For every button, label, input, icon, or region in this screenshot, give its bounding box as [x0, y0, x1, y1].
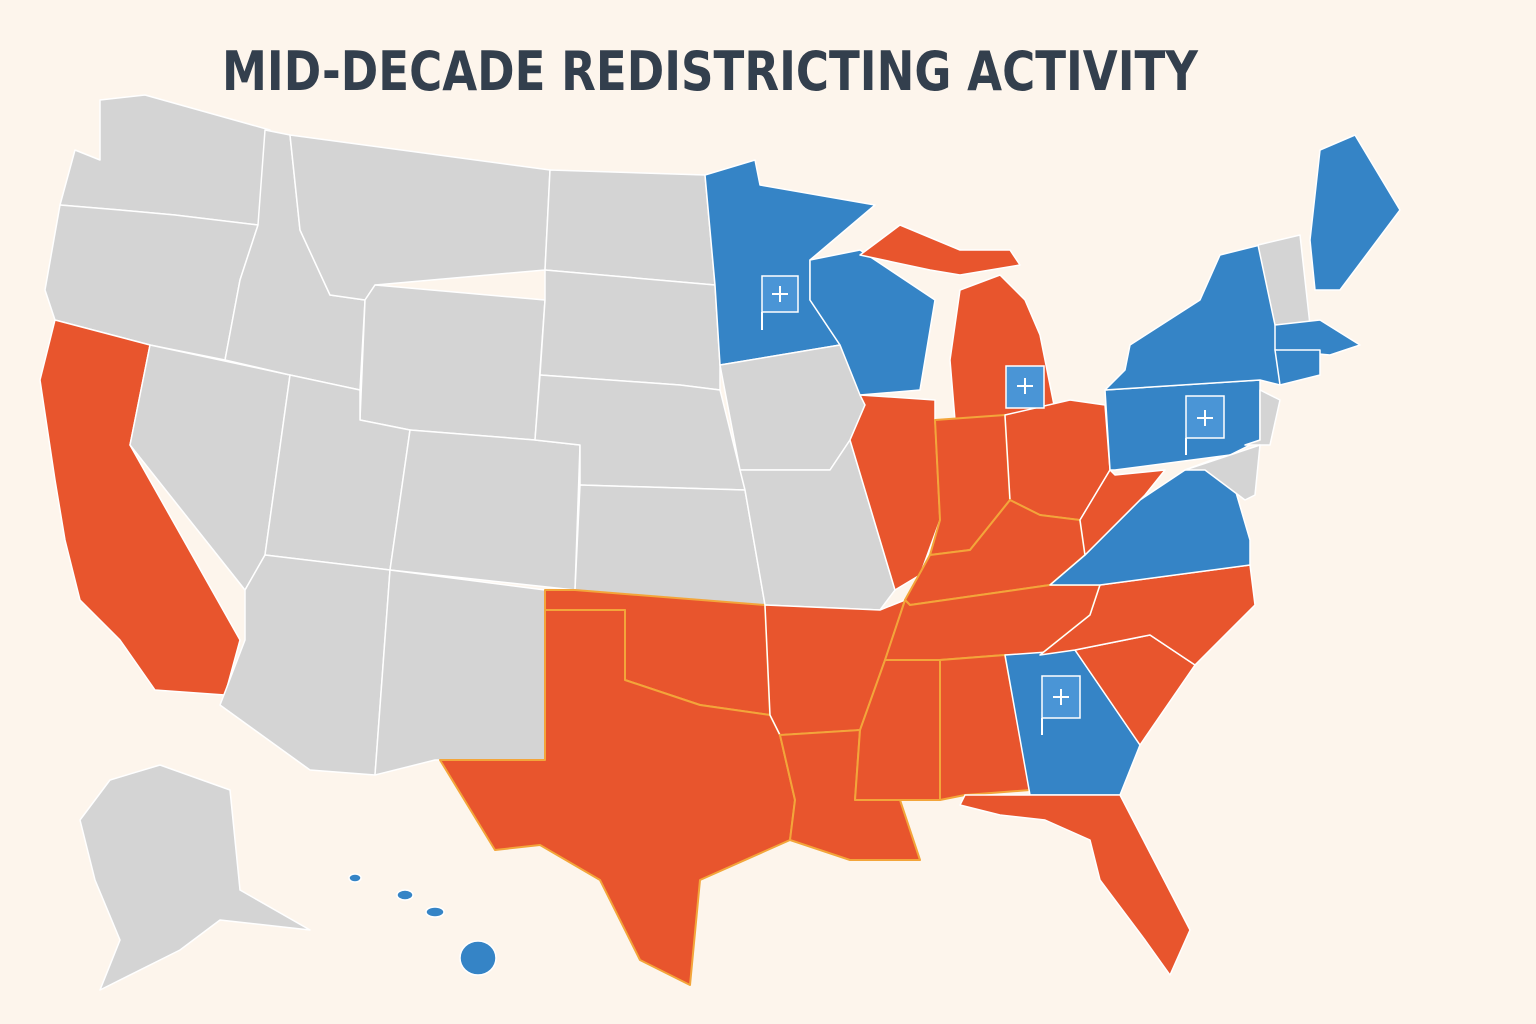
state: [389, 429, 581, 591]
flag-icon: [1005, 365, 1045, 409]
state: [939, 654, 1031, 801]
state: [539, 269, 721, 391]
state: [1309, 134, 1401, 291]
island: [459, 940, 497, 976]
state: [859, 224, 1021, 276]
island: [348, 873, 362, 883]
state: [1274, 349, 1321, 386]
state: [959, 794, 1191, 976]
flag-icon: [761, 275, 799, 330]
island: [396, 889, 414, 901]
state: [1184, 444, 1261, 501]
island: [425, 906, 445, 918]
state: [1039, 564, 1256, 666]
state: [544, 169, 716, 286]
title: MID-DECADE REDISTRICTING ACTIVITY: [222, 40, 1199, 103]
state: [439, 609, 796, 986]
flag-icon: [1185, 395, 1225, 455]
state: [374, 569, 546, 776]
state: [79, 764, 311, 991]
flag-icon: [1041, 675, 1081, 735]
state: [739, 439, 896, 611]
states: [39, 94, 1401, 991]
state: [574, 484, 766, 606]
state: [1244, 389, 1281, 446]
state: [1274, 319, 1361, 356]
state: [359, 284, 546, 441]
state: [1079, 469, 1166, 556]
